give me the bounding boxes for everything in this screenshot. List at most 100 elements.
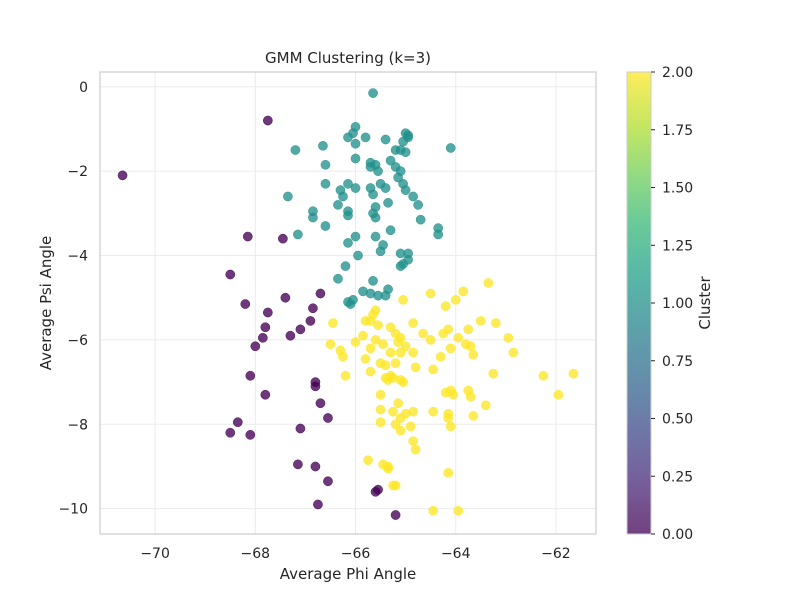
x-tick-label: −62 [541, 546, 571, 562]
colorbar-tick-label: 0.25 [662, 469, 693, 485]
cluster-2-point [395, 413, 406, 423]
cluster-2-point [378, 339, 388, 349]
cluster-1-point [383, 197, 393, 208]
cluster-0-point [260, 322, 271, 333]
colorbar [626, 71, 652, 535]
cluster-1-point [368, 189, 378, 200]
x-tick-label: −66 [341, 546, 371, 562]
x-tick-label: −64 [441, 546, 471, 562]
y-tick-label: −10 [58, 502, 88, 518]
colorbar-tick-label: 0.50 [662, 412, 693, 428]
cluster-1-point [385, 155, 396, 166]
x-axis-label: Average Phi Angle [280, 565, 417, 583]
cluster-2-point [340, 370, 351, 381]
cluster-0-point [262, 307, 273, 318]
cluster-2-point [328, 318, 338, 328]
cluster-1-point [400, 185, 411, 195]
cluster-2-point [388, 406, 398, 417]
cluster-1-point [350, 153, 361, 164]
cluster-0-point [323, 476, 333, 487]
cluster-2-point [443, 413, 454, 423]
cluster-1-point [308, 212, 318, 223]
cluster-1-point [415, 214, 426, 225]
cluster-2-point [370, 335, 381, 345]
cluster-0-point [260, 389, 271, 400]
cluster-2-point [385, 347, 396, 358]
cluster-0-point [295, 324, 306, 335]
cluster-1-point [373, 166, 383, 177]
cluster-1-point [318, 140, 328, 151]
cluster-2-point [508, 347, 519, 358]
y-tick-label: −6 [67, 333, 88, 349]
cluster-1-point [380, 183, 391, 193]
cluster-0-point [293, 459, 303, 470]
cluster-2-point [375, 417, 386, 428]
cluster-0-point [370, 486, 381, 497]
colorbar-tick-label: 0.75 [662, 354, 693, 370]
cluster-2-point [383, 463, 393, 474]
cluster-1-point [413, 200, 423, 210]
cluster-0-point [242, 231, 253, 242]
cluster-1-point [283, 191, 293, 202]
cluster-1-point [370, 212, 381, 223]
cluster-2-point [395, 375, 406, 385]
cluster-2-point [363, 455, 373, 466]
y-tick-label: −8 [67, 417, 88, 433]
cluster-1-point [293, 229, 303, 240]
cluster-2-point [350, 337, 361, 347]
cluster-1-point [400, 147, 411, 158]
cluster-0-point [240, 299, 251, 309]
cluster-2-point [380, 360, 391, 371]
cluster-2-point [475, 316, 486, 326]
cluster-1-point [395, 261, 406, 271]
cluster-2-point [445, 343, 456, 354]
cluster-1-point [380, 134, 391, 145]
cluster-2-point [360, 354, 371, 364]
colorbar-tick-label: 2.00 [662, 65, 693, 81]
cluster-2-point [553, 389, 564, 400]
data-points [117, 88, 579, 520]
cluster-0-point [310, 461, 321, 472]
cluster-1-point [338, 191, 348, 202]
x-tick-label: −70 [140, 546, 170, 562]
cluster-2-point [395, 347, 406, 358]
cluster-0-point [278, 233, 288, 244]
cluster-0-point [315, 288, 326, 299]
cluster-1-point [353, 250, 363, 261]
cluster-2-point [395, 425, 406, 436]
cluster-2-point [480, 400, 491, 411]
y-axis-ticks: 0 −2 −4 −6 −8 −10 [58, 80, 88, 518]
cluster-0-point [257, 332, 268, 343]
cluster-2-point [385, 370, 396, 381]
cluster-2-point [503, 332, 514, 343]
cluster-2-point [488, 368, 499, 379]
cluster-2-point [365, 366, 376, 377]
cluster-2-point [375, 404, 386, 415]
cluster-2-point [435, 351, 446, 362]
cluster-0-point [313, 499, 323, 510]
cluster-0-point [232, 417, 243, 428]
cluster-1-point [350, 138, 361, 149]
cluster-2-point [425, 335, 436, 345]
cluster-2-point [385, 322, 396, 333]
cluster-2-point [443, 467, 454, 478]
cluster-2-point [428, 406, 439, 417]
cluster-0-point [262, 115, 273, 126]
colorbar-tick-label: 1.50 [662, 181, 693, 197]
cluster-0-point [295, 423, 306, 434]
cluster-2-point [428, 364, 439, 375]
cluster-2-point [410, 444, 421, 455]
cluster-1-point [333, 200, 343, 210]
plot-border [99, 71, 597, 535]
cluster-2-point [408, 347, 418, 358]
cluster-1-point [290, 145, 301, 155]
cluster-1-point [350, 183, 361, 193]
cluster-1-point [333, 273, 343, 284]
cluster-2-point [440, 301, 451, 312]
cluster-1-point [398, 136, 408, 147]
cluster-0-point [285, 330, 296, 341]
cluster-1-point [343, 297, 353, 307]
cluster-1-point [320, 221, 331, 231]
cluster-0-point [250, 341, 261, 352]
cluster-2-point [393, 337, 403, 347]
